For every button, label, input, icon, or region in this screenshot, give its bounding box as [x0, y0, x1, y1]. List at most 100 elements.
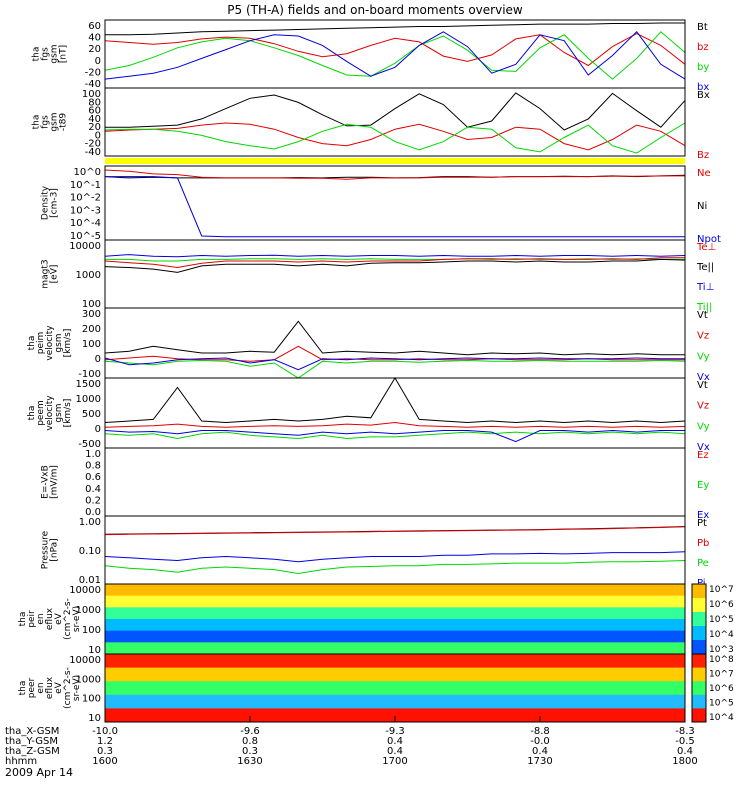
y-axis-label: sr-eV)	[72, 675, 82, 701]
ephemeris-value: -0.5	[675, 736, 695, 747]
series-line-Ti⊥	[104, 254, 686, 258]
ephemeris-value: 1730	[527, 756, 552, 767]
y-tick-label: 1.00	[79, 517, 101, 528]
series-line-Ti||	[105, 258, 685, 262]
panel-frame	[104, 19, 686, 89]
y-tick-label: 0.6	[85, 472, 101, 483]
y-axis-label: tha	[27, 406, 37, 421]
y-axis-label: magt3	[41, 259, 51, 288]
ephemeris-value: 0.3	[97, 746, 113, 757]
legend-entry: Bz	[697, 150, 709, 161]
ephemeris-value: -9.6	[240, 726, 260, 737]
legend-entry: Te||	[696, 262, 714, 273]
legend-entry: Bt	[697, 22, 708, 33]
y-axis-label: [nPa]	[50, 538, 60, 561]
y-tick-label: 0.0	[85, 507, 101, 518]
y-tick-label: 0	[95, 424, 101, 435]
legend-entry: Vz	[697, 401, 709, 412]
y-axis-label: peir	[27, 610, 37, 628]
legend-entry: Vy	[697, 351, 710, 362]
y-axis-label: en	[36, 682, 46, 693]
y-axis-label: eflux	[45, 607, 55, 630]
colorbar-segment	[692, 584, 706, 599]
panel-frame	[104, 307, 686, 379]
ephemeris-value: 0.3	[242, 746, 258, 757]
legend-entry: Te⊥	[696, 242, 716, 253]
series-line-Vt	[104, 320, 685, 356]
heatmap-band	[105, 654, 685, 669]
legend-entry: bz	[697, 42, 709, 53]
y-tick-label: 0	[95, 56, 101, 67]
legend-entry: Ey	[697, 480, 709, 491]
series-line-Pe	[104, 560, 686, 575]
series-line-Bt	[105, 22, 685, 36]
panel-frame	[104, 239, 686, 309]
series-line-Npot	[105, 176, 685, 238]
y-tick-label: -20	[85, 67, 101, 78]
series-line-bz	[104, 33, 686, 67]
y-axis-label: tha	[18, 612, 28, 627]
y-axis-label: velocity	[45, 395, 55, 431]
y-axis-label: [km/s]	[63, 399, 73, 428]
y-axis-label: Pressure	[41, 530, 51, 569]
y-tick-label: 0	[95, 130, 101, 141]
y-tick-label: 100	[82, 694, 101, 705]
series-line-Vx	[104, 429, 685, 443]
panel-frame	[104, 87, 686, 157]
y-axis-label: peem	[36, 400, 46, 426]
y-tick-label: 0.2	[85, 495, 101, 506]
ephemeris-value: -10.0	[92, 726, 118, 737]
plot-title: P5 (TH-A) fields and on-board moments ov…	[227, 3, 523, 17]
y-tick-label: -100	[78, 369, 101, 380]
y-axis-label: gsm	[54, 403, 64, 422]
ephemeris-value: 0.4	[387, 746, 403, 757]
ephemeris-value: 1800	[672, 756, 697, 767]
heatmap-band	[105, 595, 685, 608]
y-axis-label: tha	[18, 681, 28, 696]
series-line-Te⊥	[104, 257, 685, 269]
heatmap-band	[105, 584, 685, 597]
y-axis-label: en	[36, 613, 46, 624]
series-line-Bz	[104, 122, 686, 151]
date-label: 2009 Apr 14	[5, 766, 73, 779]
series-line-By	[104, 122, 686, 154]
colorbar-segment	[692, 612, 706, 627]
y-tick-label: 20	[88, 122, 101, 133]
legend-entry: Vt	[697, 380, 708, 391]
series-line-Vz	[104, 421, 686, 428]
y-tick-label: -40	[85, 147, 101, 158]
y-tick-label: 100	[82, 339, 101, 350]
y-axis-label: fgs	[41, 47, 51, 61]
y-axis-label: eV	[54, 681, 64, 694]
colorbar-tick-label: 10^6	[709, 600, 734, 610]
heatmap-band	[105, 681, 685, 696]
y-tick-label: -20	[85, 139, 101, 150]
y-tick-label: 1500	[76, 379, 101, 390]
y-tick-label: 0.01	[79, 575, 101, 586]
y-tick-label: 500	[82, 409, 101, 420]
panel-frame	[104, 515, 686, 585]
colorbar-tick-label: 10^7	[709, 585, 734, 595]
y-tick-label: 40	[88, 33, 101, 44]
legend-entry: Vx	[697, 442, 710, 453]
colorbar-tick-label: 10^3	[709, 645, 734, 655]
y-axis-label: fgs	[41, 115, 51, 129]
colorbar-tick-label: 10^5	[709, 615, 734, 625]
colorbar-segment	[692, 694, 706, 709]
panel-6: 1500 1000 500 0 -500 tha peem velocity gsm [km/s]…	[27, 377, 710, 453]
y-tick-label: 60	[88, 21, 101, 32]
y-tick-label: 100	[82, 89, 101, 100]
y-axis-label: (cm^2-s-	[63, 598, 73, 640]
legend-entry: Pe	[697, 558, 709, 569]
panel-4: 10000 1000 100 magt3 [eV] Te⊥ Te|| Ti⊥ Ti||	[41, 239, 716, 313]
series-line-Te||	[104, 258, 686, 273]
y-axis-label: peer	[27, 677, 37, 698]
y-tick-label: 1.0	[85, 449, 101, 460]
legend-entry: by	[697, 62, 709, 73]
series-line-Bx	[105, 92, 686, 131]
y-tick-label: 10000	[69, 585, 101, 596]
y-axis-label: tha	[32, 47, 42, 62]
y-tick-label: 100	[82, 299, 101, 310]
